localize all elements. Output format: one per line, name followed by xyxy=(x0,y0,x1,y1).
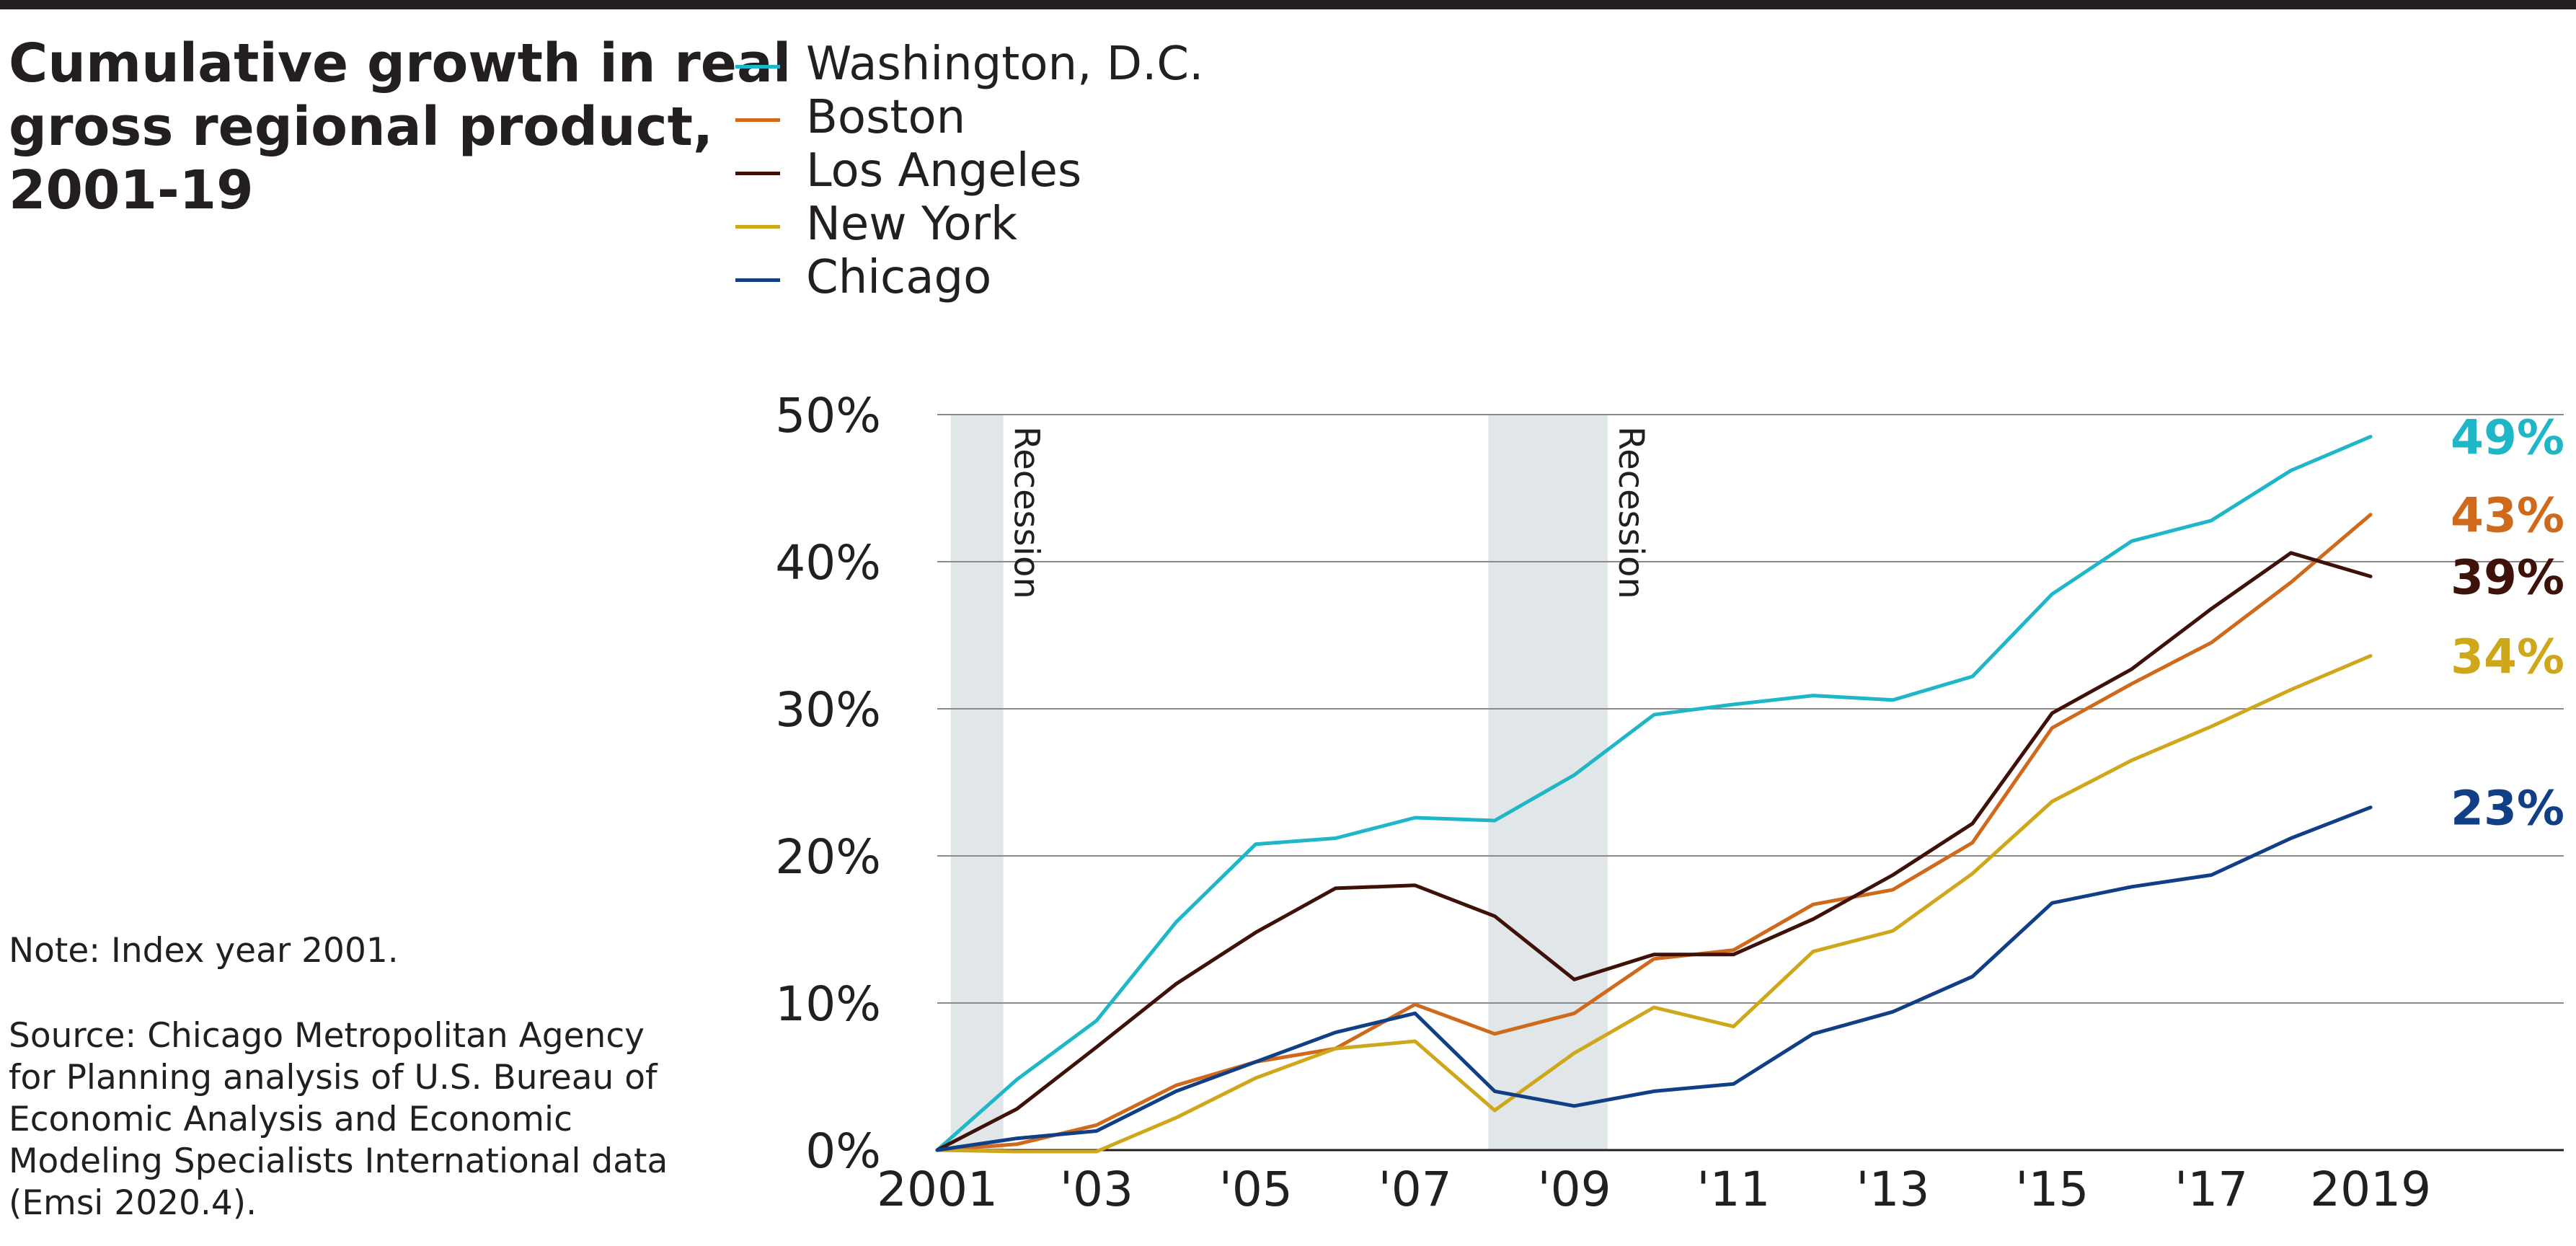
chart-title-line-1: Cumulative growth in real xyxy=(9,32,792,94)
chart-note: Note: Index year 2001. xyxy=(9,931,399,971)
series-line-new-york xyxy=(935,654,2373,1154)
y-tick-label: 30% xyxy=(775,682,881,738)
source-line-2: for Planning analysis of U.S. Bureau of xyxy=(9,1058,658,1097)
recession-label-2: Recession xyxy=(1611,426,1651,599)
x-tick-label: '09 xyxy=(1538,1162,1611,1217)
end-label-new-york: 34% xyxy=(2451,629,2564,685)
series-line-boston xyxy=(935,513,2373,1152)
legend-swatch-new-york xyxy=(735,225,780,229)
y-tick-label: 10% xyxy=(775,976,881,1032)
legend-label-new-york: New York xyxy=(806,198,1018,251)
y-tick-label: 50% xyxy=(775,388,881,443)
source-line-1: Source: Chicago Metropolitan Agency xyxy=(9,1016,645,1056)
legend-label-washington-dc: Washington, D.C. xyxy=(806,37,1204,91)
series-line-los-angeles xyxy=(935,551,2373,1152)
source-line-3: Economic Analysis and Economic xyxy=(9,1100,572,1139)
x-tick-label: '13 xyxy=(1856,1162,1929,1217)
source-line-4: Modeling Specialists International data xyxy=(9,1141,668,1181)
x-tick-label: 2019 xyxy=(2310,1162,2431,1217)
end-label-los-angeles: 39% xyxy=(2451,549,2564,605)
x-tick-label: '03 xyxy=(1060,1162,1133,1217)
chart-source: Source: Chicago Metropolitan Agency for … xyxy=(9,1015,668,1224)
end-label-washington-d-c: 49% xyxy=(2451,410,2564,466)
legend-swatch-washington-dc xyxy=(735,65,780,69)
source-line-5: (Emsi 2020.4). xyxy=(9,1183,257,1223)
x-tick-label: 2001 xyxy=(877,1162,998,1217)
x-tick-label: '11 xyxy=(1696,1162,1770,1217)
y-tick-label: 40% xyxy=(775,535,881,591)
end-label-boston: 43% xyxy=(2451,488,2564,544)
y-tick-label: 20% xyxy=(775,829,881,885)
end-label-chicago: 23% xyxy=(2451,781,2564,836)
legend-swatch-chicago xyxy=(735,278,780,282)
legend-label-chicago: Chicago xyxy=(806,251,992,304)
x-tick-label: '15 xyxy=(2015,1162,2089,1217)
chart-title-line-3: 2001-19 xyxy=(9,159,254,221)
legend-swatch-boston xyxy=(735,118,780,122)
y-tick-label: 0% xyxy=(805,1123,881,1179)
x-tick-label: '17 xyxy=(2174,1162,2248,1217)
series-line-chicago xyxy=(935,805,2373,1152)
legend-label-boston: Boston xyxy=(806,91,966,144)
legend-swatch-los-angeles xyxy=(735,172,780,175)
recession-band-2 xyxy=(1488,415,1608,1150)
chart-title-line-2: gross regional product, xyxy=(9,96,714,158)
series-line-washington-d-c xyxy=(935,435,2373,1152)
legend-label-los-angeles: Los Angeles xyxy=(806,144,1082,198)
x-tick-label: '07 xyxy=(1378,1162,1452,1217)
chart-title: Cumulative growth in real gross regional… xyxy=(9,32,792,222)
x-tick-label: '05 xyxy=(1219,1162,1293,1217)
top-rule xyxy=(0,0,2576,9)
recession-band-1 xyxy=(950,415,1004,1150)
recession-label-1: Recession xyxy=(1006,426,1047,599)
